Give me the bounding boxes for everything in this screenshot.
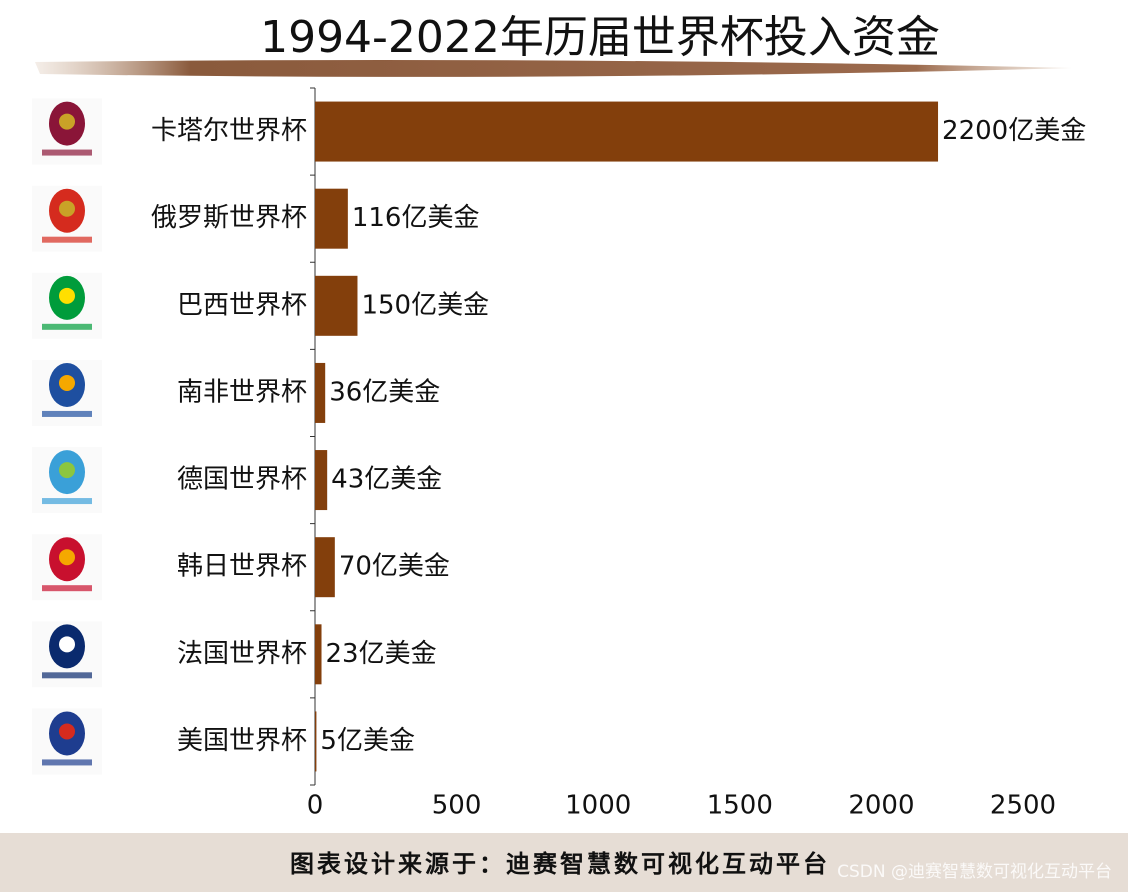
logos [32, 98, 102, 775]
title-underline [35, 60, 1072, 77]
bar [315, 450, 328, 511]
footer-text: 图表设计来源于：迪赛智慧数可视化互动平台 [290, 850, 830, 878]
value-label: 23亿美金 [326, 639, 437, 669]
bar [315, 711, 317, 772]
y-tick-label: 美国世界杯 [177, 726, 307, 756]
watermark: CSDN @迪赛智慧数可视化互动平台 [837, 861, 1112, 882]
logo-caption [42, 149, 92, 156]
logo-detail [59, 636, 75, 653]
value-label: 116亿美金 [352, 203, 480, 233]
y-tick-label: 韩日世界杯 [177, 552, 307, 582]
x-tick-label: 500 [432, 791, 482, 821]
value-label: 70亿美金 [339, 552, 450, 582]
bar [315, 101, 939, 162]
bar [315, 624, 322, 685]
y-tick-label: 南非世界杯 [177, 377, 307, 407]
logo-caption [42, 410, 92, 417]
value-label: 5亿美金 [320, 726, 415, 756]
y-tick-label: 俄罗斯世界杯 [151, 203, 307, 233]
value-label: 36亿美金 [329, 377, 440, 407]
logo-caption [42, 498, 92, 505]
logo-caption [42, 672, 92, 679]
y-tick-label: 法国世界杯 [177, 639, 307, 669]
logo-detail [59, 374, 75, 391]
value-label: 43亿美金 [331, 465, 442, 495]
bar [315, 362, 326, 423]
logo-detail [59, 287, 75, 304]
logo-caption [42, 759, 92, 766]
bar [315, 188, 348, 249]
logo-detail [59, 462, 75, 479]
x-tick-label: 2500 [990, 791, 1056, 821]
x-tick-label: 2000 [848, 791, 914, 821]
logo-detail [59, 549, 75, 566]
x-tick-label: 1000 [565, 791, 631, 821]
y-tick-label: 卡塔尔世界杯 [151, 116, 307, 146]
footer-band [0, 833, 1128, 892]
logo-caption [42, 585, 92, 592]
value-label: 150亿美金 [361, 290, 489, 320]
logo-detail [59, 723, 75, 740]
logo-detail [59, 200, 75, 217]
y-tick-label: 巴西世界杯 [177, 290, 307, 320]
x-tick-label: 0 [307, 791, 324, 821]
bar [315, 275, 358, 336]
value-label: 2200亿美金 [942, 116, 1086, 146]
logo-caption [42, 236, 92, 243]
x-tick-label: 1500 [707, 791, 773, 821]
bar [315, 537, 335, 598]
chart-title: 1994-2022年历届世界杯投入资金 [260, 12, 940, 63]
logo-detail [59, 113, 75, 130]
logo-caption [42, 323, 92, 330]
y-tick-label: 德国世界杯 [177, 465, 307, 495]
